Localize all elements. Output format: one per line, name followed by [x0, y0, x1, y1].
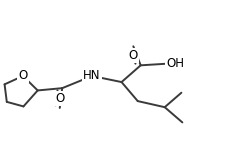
Text: O: O	[129, 49, 138, 62]
Text: O: O	[18, 69, 28, 82]
Text: O: O	[55, 92, 64, 105]
Text: HN: HN	[83, 69, 101, 82]
Text: OH: OH	[166, 57, 185, 70]
